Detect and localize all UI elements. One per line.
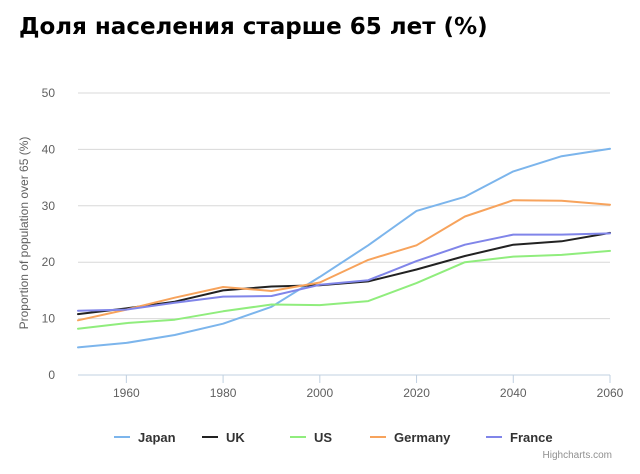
series-line-japan[interactable] bbox=[77, 147, 611, 349]
legend-item-france[interactable]: France bbox=[486, 430, 553, 445]
legend-label: France bbox=[510, 430, 553, 445]
legend-item-us[interactable]: US bbox=[290, 430, 332, 445]
x-tick-label: 2000 bbox=[306, 386, 333, 400]
y-tick-label: 50 bbox=[42, 86, 56, 100]
y-tick-label: 20 bbox=[42, 255, 56, 269]
x-tick-label: 2040 bbox=[500, 386, 527, 400]
x-axis: 1960 1980 2000 2020 2040 2060 bbox=[113, 375, 624, 400]
y-tick-label: 40 bbox=[42, 142, 56, 156]
page-title: Доля населения старше 65 лет (%) bbox=[19, 14, 488, 40]
y-tick-label: 10 bbox=[42, 312, 56, 326]
x-tick-label: 2020 bbox=[403, 386, 430, 400]
legend-item-uk[interactable]: UK bbox=[202, 430, 245, 445]
legend-label: US bbox=[314, 430, 332, 445]
y-tick-label: 30 bbox=[42, 199, 56, 213]
legend-label: Germany bbox=[394, 430, 451, 445]
y-axis: 0 10 20 30 40 50 bbox=[42, 86, 56, 382]
series-lines bbox=[77, 147, 611, 349]
legend-item-japan[interactable]: Japan bbox=[114, 430, 176, 445]
series-line-france[interactable] bbox=[77, 232, 611, 312]
legend-label: UK bbox=[226, 430, 245, 445]
y-axis-label: Proportion of population over 65 (%) bbox=[17, 137, 31, 330]
legend: Japan UK US Germany France bbox=[114, 430, 553, 445]
series-line-germany[interactable] bbox=[77, 199, 611, 322]
x-tick-label: 2060 bbox=[597, 386, 624, 400]
y-tick-label: 0 bbox=[48, 368, 55, 382]
credit-text[interactable]: Highcharts.com bbox=[543, 450, 612, 461]
series-line-us[interactable] bbox=[77, 249, 611, 330]
legend-item-germany[interactable]: Germany bbox=[370, 430, 451, 445]
x-tick-label: 1960 bbox=[113, 386, 140, 400]
x-tick-label: 1980 bbox=[210, 386, 237, 400]
legend-label: Japan bbox=[138, 430, 176, 445]
